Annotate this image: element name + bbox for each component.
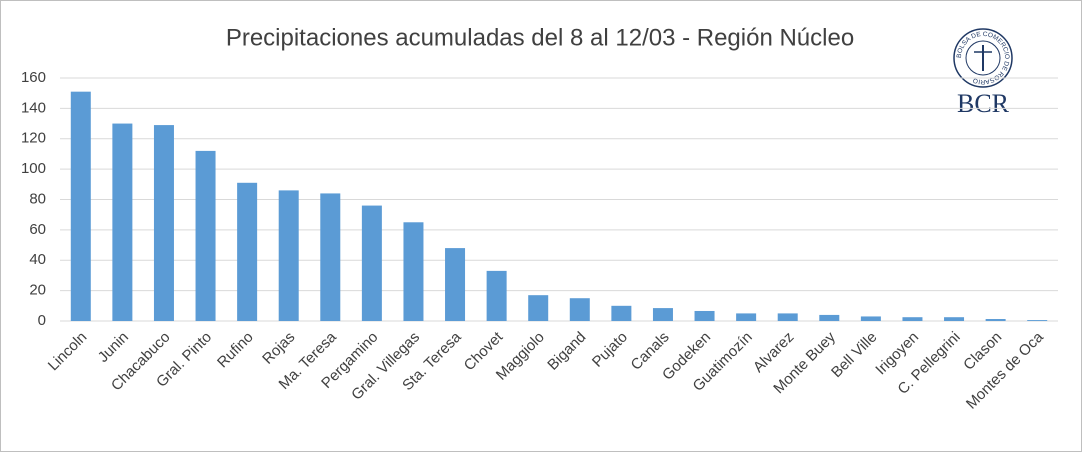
bar: [153, 125, 174, 321]
y-tick-label: 100: [21, 160, 46, 177]
bar: [445, 248, 466, 321]
bar: [70, 91, 91, 321]
bar: [569, 298, 590, 321]
bar: [278, 190, 299, 321]
bar: [195, 150, 216, 321]
bar: [736, 313, 757, 321]
bar: [902, 317, 923, 321]
bar: [403, 222, 424, 321]
logo: BOLSA DE COMERCIO DE ROSARIO BCR: [953, 28, 1013, 118]
logo-text: BCR: [957, 89, 1010, 118]
bar: [361, 205, 382, 321]
bar: [528, 295, 549, 321]
bar: [611, 305, 632, 321]
bar: [486, 270, 507, 321]
bar: [985, 319, 1006, 321]
y-tick-label: 120: [21, 130, 46, 147]
bar: [944, 317, 965, 321]
y-tick-label: 80: [29, 190, 46, 207]
y-tick-label: 40: [29, 251, 46, 268]
y-tick-label: 60: [29, 221, 46, 238]
bar: [694, 310, 715, 321]
y-tick-label: 160: [21, 69, 46, 86]
bar: [819, 314, 840, 321]
bar: [860, 316, 881, 321]
bar: [652, 308, 673, 321]
y-tick-label: 0: [38, 312, 46, 329]
y-tick-label: 20: [29, 282, 46, 299]
bar: [237, 182, 258, 321]
chart-title: Precipitaciones acumuladas del 8 al 12/0…: [226, 24, 854, 51]
bar: [777, 313, 798, 321]
y-tick-label: 140: [21, 99, 46, 116]
bar: [320, 193, 341, 321]
bar: [112, 123, 133, 321]
bar: [1027, 320, 1048, 321]
